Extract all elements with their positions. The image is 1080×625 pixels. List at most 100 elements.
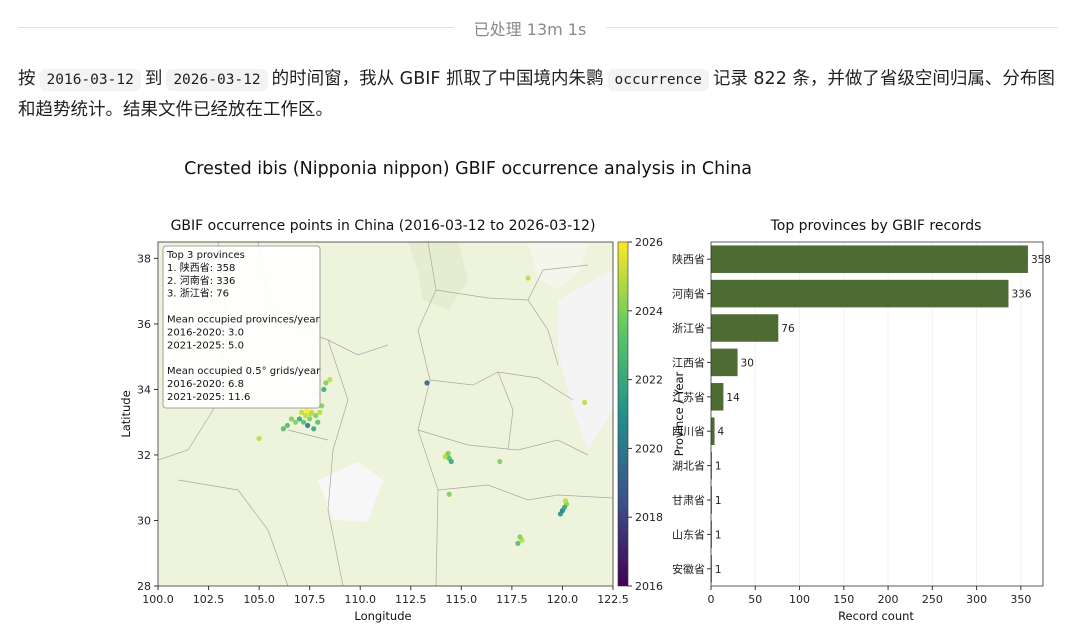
map-x-tick-label: 115.0 [446,593,478,606]
province-bar [711,555,712,583]
occurrence-point [298,409,305,415]
province-bar [711,520,712,549]
occurrence-point [448,458,454,465]
map-summary-line: Mean occupied 0.5° grids/year [167,366,321,377]
map-summary-line: 2016-2020: 6.8 [167,379,244,390]
occurrence-point [288,416,295,422]
province-bar [711,314,779,342]
map-summary-line: Mean occupied provinces/year [167,315,321,326]
occurrence-point [303,413,309,419]
status-divider-left [18,27,454,28]
map-y-tick-label: 34 [137,383,151,396]
occurrence-point [446,491,452,497]
bar-x-tick-label: 250 [922,593,943,606]
province-bar-chart: 358 陕西省 336 河南省 76 浙江省 30 江西省 14 江苏省 4 四川省 1 湖北省 1 甘肃省 1… [672,241,1051,606]
occurrence-point [445,450,451,456]
bar-x-tick-label: 200 [878,593,899,606]
assistant-message: 按 2016-03-12 到 2026-03-12 的时间窗，我从 GBIF 抓取了中国… [18,64,1063,125]
processing-time-label: 已处理 13m 1s [473,20,587,39]
analysis-figure: Crested ibis (Nipponia nippon) GBIF occu… [118,150,1058,625]
bar-y-tick-label: 江西省 [672,356,705,369]
occurrence-point [315,419,321,425]
message-text: 按 [18,69,36,89]
map-x-tick-label: 107.5 [294,593,326,606]
map-y-tick-label: 36 [137,318,151,331]
map-frame [157,241,614,587]
occurrence-point [319,403,325,409]
province-border-5 [417,429,589,456]
map-x-tick-label: 102.5 [193,593,225,606]
province-bar [711,383,724,411]
occurrence-point [323,380,329,386]
occurrence-point [296,416,303,422]
occurrence-point [304,408,310,414]
map-y-tick-label: 28 [137,580,151,593]
map-summary-line: 2021-2025: 11.6 [167,392,250,403]
province-bar [711,279,1009,308]
occurrence-point [301,419,307,425]
bar-y-tick-label: 山东省 [672,528,705,541]
inline-code-end-date: 2026-03-12 [166,69,268,91]
map-summary-line: 2. 河南省: 336 [167,274,235,287]
occurrence-point [497,458,503,465]
bar-x-tick-label: 300 [966,593,987,606]
occurrence-map: 100.0 102.5 105.0 107.5 110.0 112.5 115.0 117.5… [137,241,629,606]
occurrence-point [256,435,262,442]
bar-x-tick-label: 0 [708,593,715,606]
bar-value-label: 1 [715,529,722,541]
bar-y-tick-label: 河南省 [672,288,705,301]
occurrence-point [424,380,430,386]
status-divider-right [606,27,1058,28]
bar-y-tick-label: 湖北省 [672,460,705,473]
colorbar-tick-label: 2024 [635,305,663,318]
province-border-7 [497,371,514,451]
bar-y-label: Province / Year [672,371,686,456]
bar-y-tick-label: 安徽省 [672,562,705,576]
occurrence-point [562,498,569,504]
province-shade-1 [408,242,468,310]
message-text: 到 [144,69,163,89]
occurrence-point [321,386,327,393]
occurrence-point [313,413,319,419]
occurrence-point [561,504,568,510]
map-y-tick-label: 30 [137,514,151,527]
colorbar-tick-label: 2018 [635,511,663,524]
bar-value-label: 30 [741,357,754,369]
bar-value-label: 76 [781,323,795,335]
inline-code-occurrence: occurrence [607,69,709,91]
bar-value-label: 4 [718,426,725,438]
occurrence-point [557,511,564,517]
map-y-tick-label: 38 [137,252,151,265]
province-border-6 [437,484,613,501]
bar-y-tick-label: 四川省 [672,425,705,438]
sea-bohai [528,242,588,290]
province-border-8 [527,264,589,301]
colorbar-tick-label: 2016 [635,580,663,593]
province-border-11 [177,479,289,586]
province-bar [711,451,712,480]
bar-value-label: 1 [715,564,722,576]
province-border-10 [287,429,329,441]
occurrence-point [308,411,314,417]
map-x-tick-label: 112.5 [395,593,427,606]
bar-x-tick-label: 150 [833,593,854,606]
map-x-tick-label: 100.0 [142,593,174,606]
bar-frame [710,241,1044,587]
map-summary-line: 2016-2020: 3.0 [167,327,244,338]
bar-value-label: 14 [726,392,740,404]
bar-value-label: 1 [715,461,722,473]
occurrence-point [280,426,286,432]
bar-x-tick-label: 350 [1010,593,1031,606]
message-text: 的时间窗，我从 GBIF 抓取了中国境内朱鹮 [271,69,604,89]
bar-value-label: 336 [1011,289,1031,301]
colorbar-gradient [617,241,629,587]
bar-chart-title: Top provinces by GBIF records [770,218,982,234]
analysis-figure-canvas: Crested ibis (Nipponia nippon) GBIF occu… [119,159,1051,623]
province-bar [711,348,738,377]
figure-suptitle: Crested ibis (Nipponia nippon) GBIF occu… [184,159,752,179]
map-summary-line: 2021-2025: 5.0 [167,340,244,351]
colorbar-tick-label: 2026 [635,236,663,249]
map-x-tick-label: 120.0 [547,593,579,606]
colorbar-tick-label: 2020 [635,442,663,455]
land-east [158,242,613,586]
